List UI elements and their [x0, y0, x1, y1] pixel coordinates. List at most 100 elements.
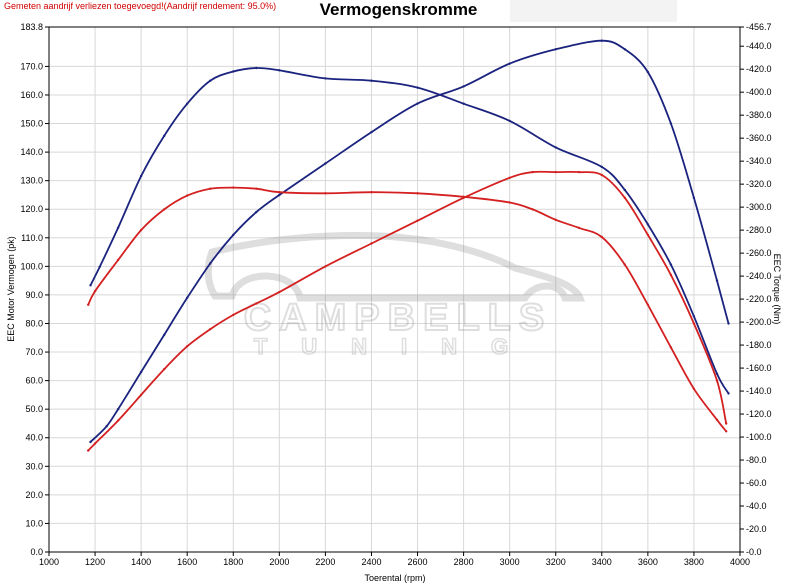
series-point: [554, 218, 557, 221]
y-tick-label: 40.0: [25, 433, 43, 443]
y-tick-label: 30.0: [25, 461, 43, 471]
y2-tick-label: -320.0: [746, 179, 772, 189]
y2-tick-label: -100.0: [746, 432, 772, 442]
series-point: [623, 48, 626, 51]
y2-tick-label: -180.0: [746, 340, 772, 350]
series-point: [116, 408, 120, 411]
series-point: [623, 188, 626, 192]
series-point: [600, 165, 603, 169]
y-tick-label: 50.0: [25, 404, 43, 414]
series-point: [163, 134, 166, 138]
x-tick-label: 3000: [500, 557, 520, 567]
y-tick-label: 140.0: [20, 147, 43, 157]
y-tick-label: 10.0: [25, 518, 43, 528]
title-box: [510, 0, 677, 22]
series-point: [186, 194, 189, 197]
series-point: [508, 201, 511, 204]
series-point: [692, 322, 696, 325]
y2-tick-label: -380.0: [746, 110, 772, 120]
series-point: [209, 328, 212, 331]
series-point: [508, 176, 511, 179]
series-point: [508, 62, 511, 65]
watermark-line1: CAMPBELLS: [244, 297, 552, 339]
y2-tick-label: -360.0: [746, 133, 772, 143]
y-tick-label: 90.0: [25, 290, 43, 300]
series-point: [554, 170, 557, 174]
series-point: [715, 372, 719, 375]
series-point: [692, 387, 696, 390]
y2-tick-label: -240.0: [746, 271, 772, 281]
series-point: [416, 102, 419, 105]
series-point: [462, 102, 465, 105]
series-point: [600, 235, 603, 239]
y-tick-label: 170.0: [20, 61, 43, 71]
x-tick-label: 3600: [638, 557, 658, 567]
series-point: [646, 233, 650, 237]
series-point: [370, 242, 373, 245]
series-point: [255, 210, 258, 214]
series-point: [209, 79, 212, 82]
series-point: [98, 265, 101, 269]
watermark-car-icon: [204, 232, 585, 302]
y-tick-label: 183.8: [20, 22, 43, 32]
series-point: [87, 303, 90, 306]
series-point: [623, 196, 626, 199]
x-tick-label: 3400: [592, 557, 612, 567]
series-point: [139, 393, 143, 397]
series-point: [89, 440, 92, 444]
series-point: [232, 186, 235, 189]
series-point: [416, 192, 419, 195]
series-point: [255, 302, 258, 305]
series-point: [324, 192, 327, 195]
series-point: [105, 425, 108, 428]
series-point: [577, 226, 580, 229]
series-point: [163, 333, 166, 337]
series-point: [531, 208, 534, 211]
series-point: [462, 85, 465, 88]
y2-tick-label: -200.0: [746, 317, 772, 327]
series-point: [715, 379, 719, 382]
y2-tick-label: -340.0: [746, 156, 772, 166]
series-point: [462, 195, 465, 198]
series-point: [209, 262, 212, 265]
y-tick-label: 100.0: [20, 261, 43, 271]
watermark-line2: TUNING: [254, 334, 542, 359]
series-point: [725, 422, 728, 425]
y2-tick-label: -220.0: [746, 294, 772, 304]
series-point: [232, 70, 235, 73]
series-point: [232, 313, 235, 317]
series-point: [93, 289, 97, 293]
series-point: [370, 191, 373, 194]
tick-labels: 1000 1200 1400 1600 1800 2000 2200 2400 2600 2800…: [20, 22, 771, 567]
y-tick-label: 110.0: [21, 233, 43, 243]
series-point: [278, 193, 281, 197]
series-point: [646, 303, 650, 306]
left-axis-title: EEC Motor Vermogen (pk): [6, 236, 16, 342]
x-tick-label: 3800: [684, 557, 704, 567]
series-group: [87, 39, 730, 452]
series-point: [646, 223, 650, 226]
x-tick-label: 1800: [223, 557, 243, 567]
x-tick-label: 1400: [131, 557, 151, 567]
y-tick-label: 80.0: [25, 318, 43, 328]
y2-tick-label: -300.0: [746, 202, 772, 212]
series-point: [139, 370, 143, 374]
y2-tick-label: -456.7: [746, 22, 772, 32]
plot-frame: [48, 26, 741, 553]
x-tick-label: 1200: [85, 557, 105, 567]
series-point: [163, 368, 166, 371]
series-point: [324, 265, 327, 268]
y2-tick-label: -20.0: [746, 524, 767, 534]
series-point: [139, 228, 143, 232]
y2-tick-label: -280.0: [746, 225, 772, 235]
series-point: [93, 442, 97, 445]
series-point: [324, 162, 327, 165]
series-point: [278, 290, 281, 294]
series-point: [577, 170, 580, 174]
x-tick-label: 2200: [315, 557, 335, 567]
y2-tick-label: -0.0: [746, 547, 762, 557]
series-point: [554, 48, 557, 51]
y-tick-label: 0.0: [30, 547, 43, 557]
y-tick-label: 120.0: [20, 204, 43, 214]
series-point: [232, 233, 235, 237]
